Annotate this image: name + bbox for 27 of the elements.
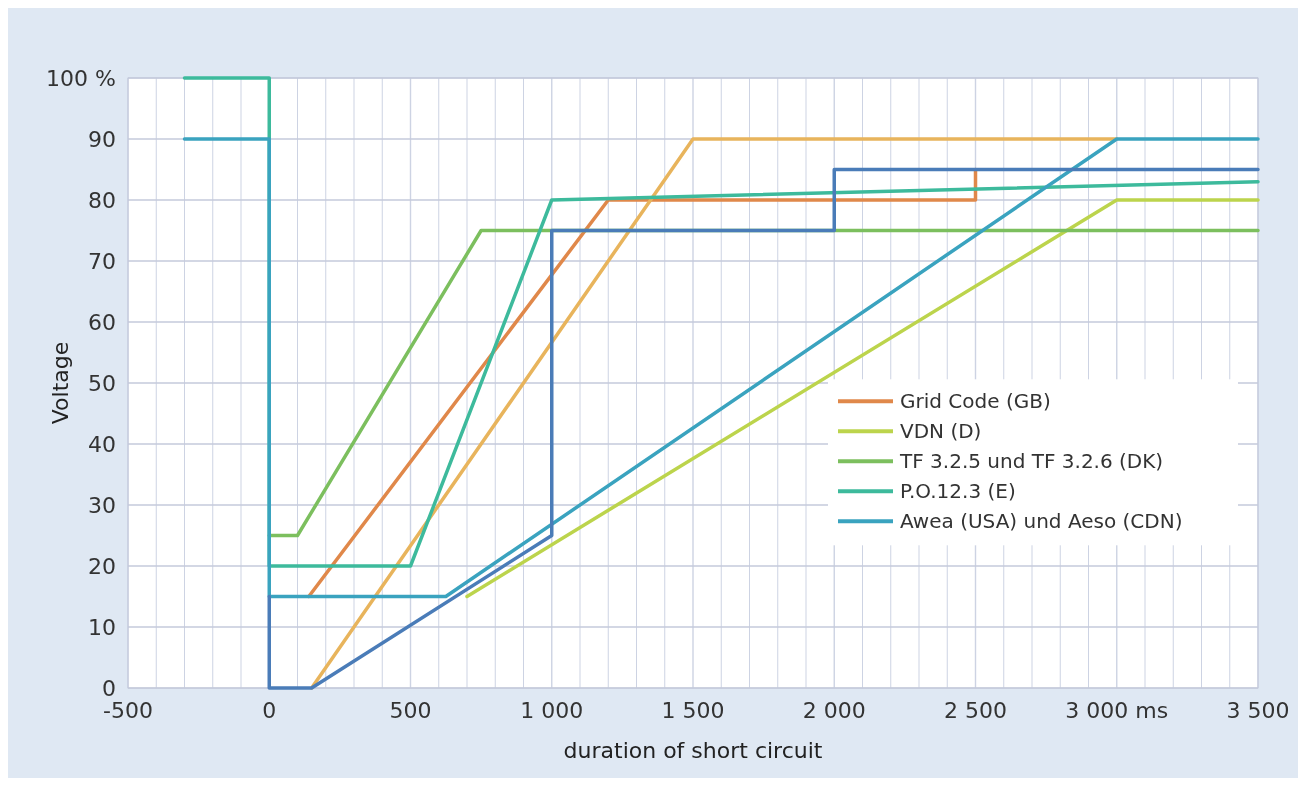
x-tick-label: 3 500 — [1226, 698, 1290, 723]
x-tick-label: 3 000 ms — [1065, 698, 1169, 723]
x-tick-label: 1 000 — [520, 698, 584, 723]
y-tick-label: 60 — [88, 310, 116, 335]
x-axis-title: duration of short circuit — [563, 738, 823, 763]
y-tick-label: 10 — [88, 615, 116, 640]
x-tick-label: 0 — [262, 698, 277, 723]
legend-label: Grid Code (GB) — [900, 389, 1051, 414]
legend-label: Awea (USA) und Aeso (CDN) — [900, 509, 1183, 534]
x-tick-label: 2 000 — [802, 698, 866, 723]
x-tick-label: 2 500 — [944, 698, 1007, 723]
x-tick-label: 1 500 — [661, 698, 725, 723]
y-tick-label: 20 — [88, 554, 116, 579]
y-tick-label: 0 — [102, 676, 116, 701]
y-tick-label: 100 % — [46, 66, 116, 91]
y-tick-label: 40 — [88, 432, 116, 457]
y-tick-label: 70 — [88, 249, 116, 274]
y-axis-title: Voltage — [48, 341, 73, 425]
legend-label: P.O.12.3 (E) — [900, 479, 1016, 504]
y-tick-label: 90 — [88, 127, 116, 152]
x-tick-label: 500 — [389, 698, 432, 723]
y-tick-label: 30 — [88, 493, 116, 518]
legend-label: VDN (D) — [900, 419, 982, 444]
y-tick-label: 50 — [88, 371, 116, 396]
x-tick-label: -500 — [103, 698, 153, 723]
y-tick-label: 80 — [88, 188, 116, 213]
legend-label: TF 3.2.5 und TF 3.2.6 (DK) — [899, 449, 1164, 474]
